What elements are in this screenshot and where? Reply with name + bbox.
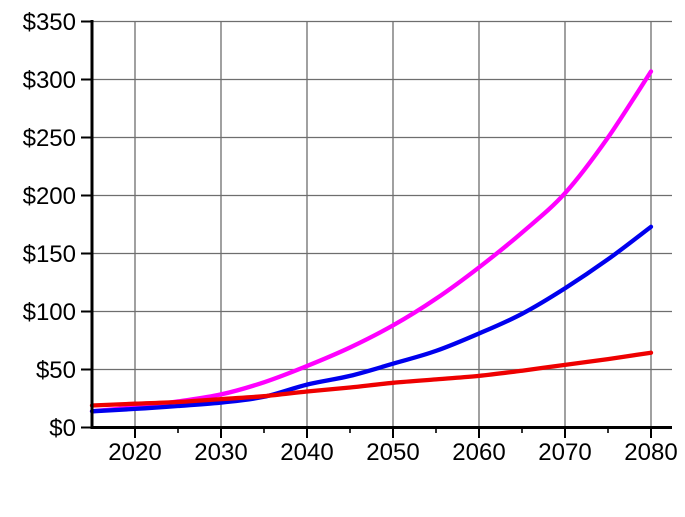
x-tick-label: 2030 <box>194 439 247 466</box>
x-tick-label: 2070 <box>538 439 591 466</box>
y-tick-label: $0 <box>49 415 76 442</box>
blue-curve-medium-growth <box>89 224 654 414</box>
red-curve-low-growth <box>89 350 654 408</box>
x-tick-label: 2080 <box>624 439 677 466</box>
data-series <box>89 69 654 414</box>
x-tick-label: 2060 <box>452 439 505 466</box>
gridlines <box>92 20 672 428</box>
magenta-curve-high-growth <box>89 69 654 414</box>
x-tick-label: 2040 <box>280 439 333 466</box>
y-tick-label: $150 <box>23 241 76 268</box>
y-tick-label: $300 <box>23 67 76 94</box>
y-tick-label: $100 <box>23 299 76 326</box>
axes <box>90 20 672 429</box>
tick-marks <box>81 20 652 438</box>
x-tick-label: 2050 <box>366 439 419 466</box>
axis-labels: $0 $50 $100 $150 $200 $250 $300 $350 2020 2030 204… <box>23 9 678 466</box>
y-tick-label: $350 <box>23 9 76 36</box>
y-tick-label: $200 <box>23 183 76 210</box>
y-tick-label: $50 <box>36 357 76 384</box>
y-tick-label: $250 <box>23 125 76 152</box>
x-tick-label: 2020 <box>108 439 161 466</box>
